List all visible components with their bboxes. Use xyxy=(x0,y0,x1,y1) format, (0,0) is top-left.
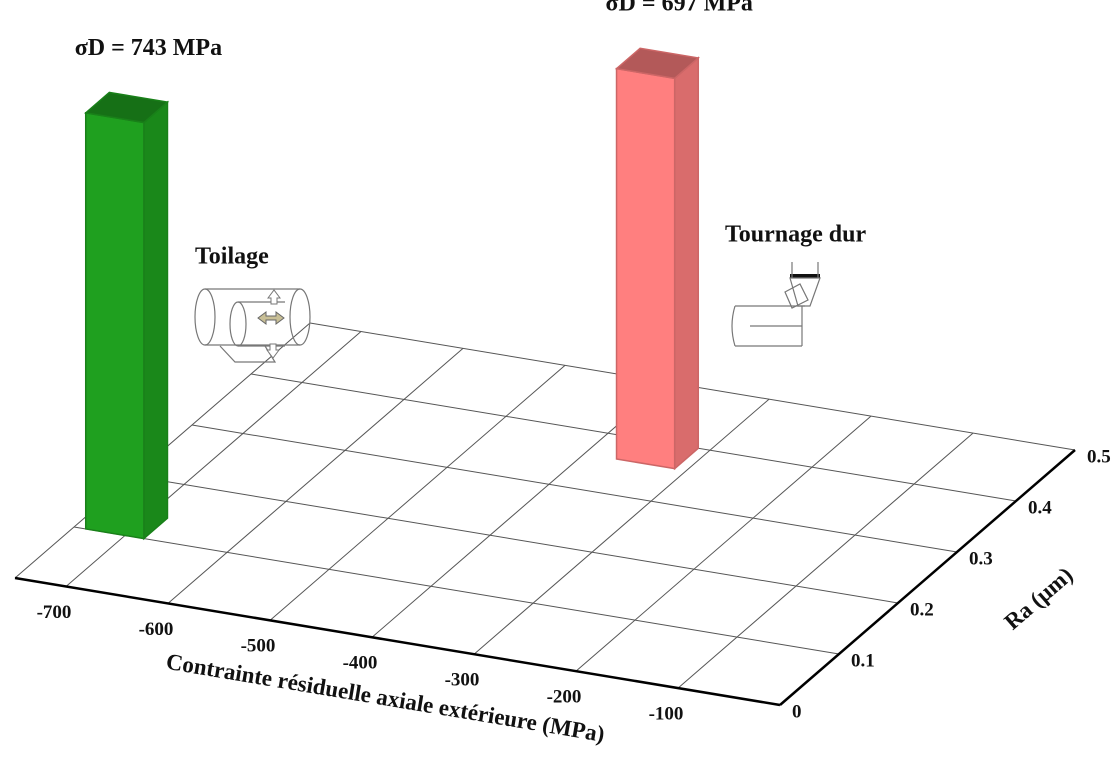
y-tick-label: 0.1 xyxy=(851,650,875,671)
bar xyxy=(614,47,700,471)
x-axis-title: Contrainte résiduelle axiale extérieure … xyxy=(164,649,606,747)
value-label: σD = 743 MPa xyxy=(75,35,222,61)
y-tick-label: 0.3 xyxy=(969,548,993,569)
grid-line xyxy=(575,415,872,672)
bar xyxy=(84,91,170,541)
x-tick-label: -300 xyxy=(445,670,480,691)
y-tick-label: 0 xyxy=(792,701,802,722)
x-tick-label: -100 xyxy=(649,703,684,724)
grid-line xyxy=(65,331,362,587)
x-tick-label: -400 xyxy=(343,653,378,674)
y-tick-label: 0.5 xyxy=(1087,446,1111,467)
value-label: σD = 697 MPa xyxy=(606,0,753,17)
x-tick-label: -500 xyxy=(241,636,276,657)
x-axis xyxy=(14,576,781,707)
y-tick-label: 0.2 xyxy=(910,599,934,620)
floor: 0 0.1 0.2 0.3 0.4 0.5 -700 -600 -500 -400 -300 -200… xyxy=(14,322,1111,724)
grid-line xyxy=(167,348,464,604)
x-tick-label: -600 xyxy=(139,619,174,640)
grid-line xyxy=(269,364,566,621)
x-tick-label: -200 xyxy=(547,686,582,707)
x-tick-label: -700 xyxy=(37,602,72,623)
annotation: Toilage xyxy=(195,244,269,270)
bar-top xyxy=(84,91,170,124)
grid-line xyxy=(132,475,899,604)
toilage-icon xyxy=(194,288,311,363)
grid-line xyxy=(473,398,770,655)
annotation: Tournage dur xyxy=(725,222,867,248)
bars: σD = 743 MPa σD = 697 MPa xyxy=(75,0,753,541)
grid-line xyxy=(191,424,958,553)
bar-front xyxy=(84,111,145,540)
bar-top xyxy=(614,47,700,80)
grid-line xyxy=(677,432,974,689)
y-axis-title: Ra (µm) xyxy=(1000,562,1078,634)
tournage-icon xyxy=(731,262,821,347)
grid-line xyxy=(73,526,840,655)
bar-side xyxy=(143,100,169,541)
bar-front xyxy=(615,67,676,470)
y-tick-label: 0.4 xyxy=(1028,497,1052,518)
y-axis xyxy=(779,449,1076,706)
bar-side xyxy=(673,56,700,471)
